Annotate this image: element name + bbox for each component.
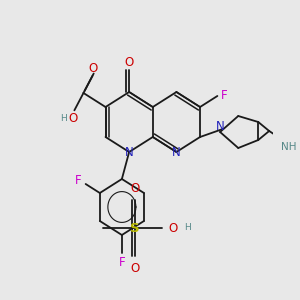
Text: 2: 2 (299, 148, 300, 158)
Text: NH: NH (281, 142, 297, 152)
Text: N: N (125, 146, 134, 158)
Text: H: H (184, 224, 191, 232)
Text: S: S (130, 221, 140, 235)
Text: O: O (168, 221, 177, 235)
Text: O: O (130, 262, 139, 275)
Text: O: O (124, 56, 134, 68)
Text: N: N (172, 146, 181, 158)
Text: O: O (89, 62, 98, 75)
Text: F: F (221, 89, 228, 103)
Text: N: N (216, 119, 224, 133)
Text: F: F (75, 173, 82, 187)
Text: F: F (118, 256, 125, 268)
Text: O: O (68, 112, 77, 125)
Text: H: H (60, 114, 67, 123)
Text: O: O (130, 182, 139, 194)
